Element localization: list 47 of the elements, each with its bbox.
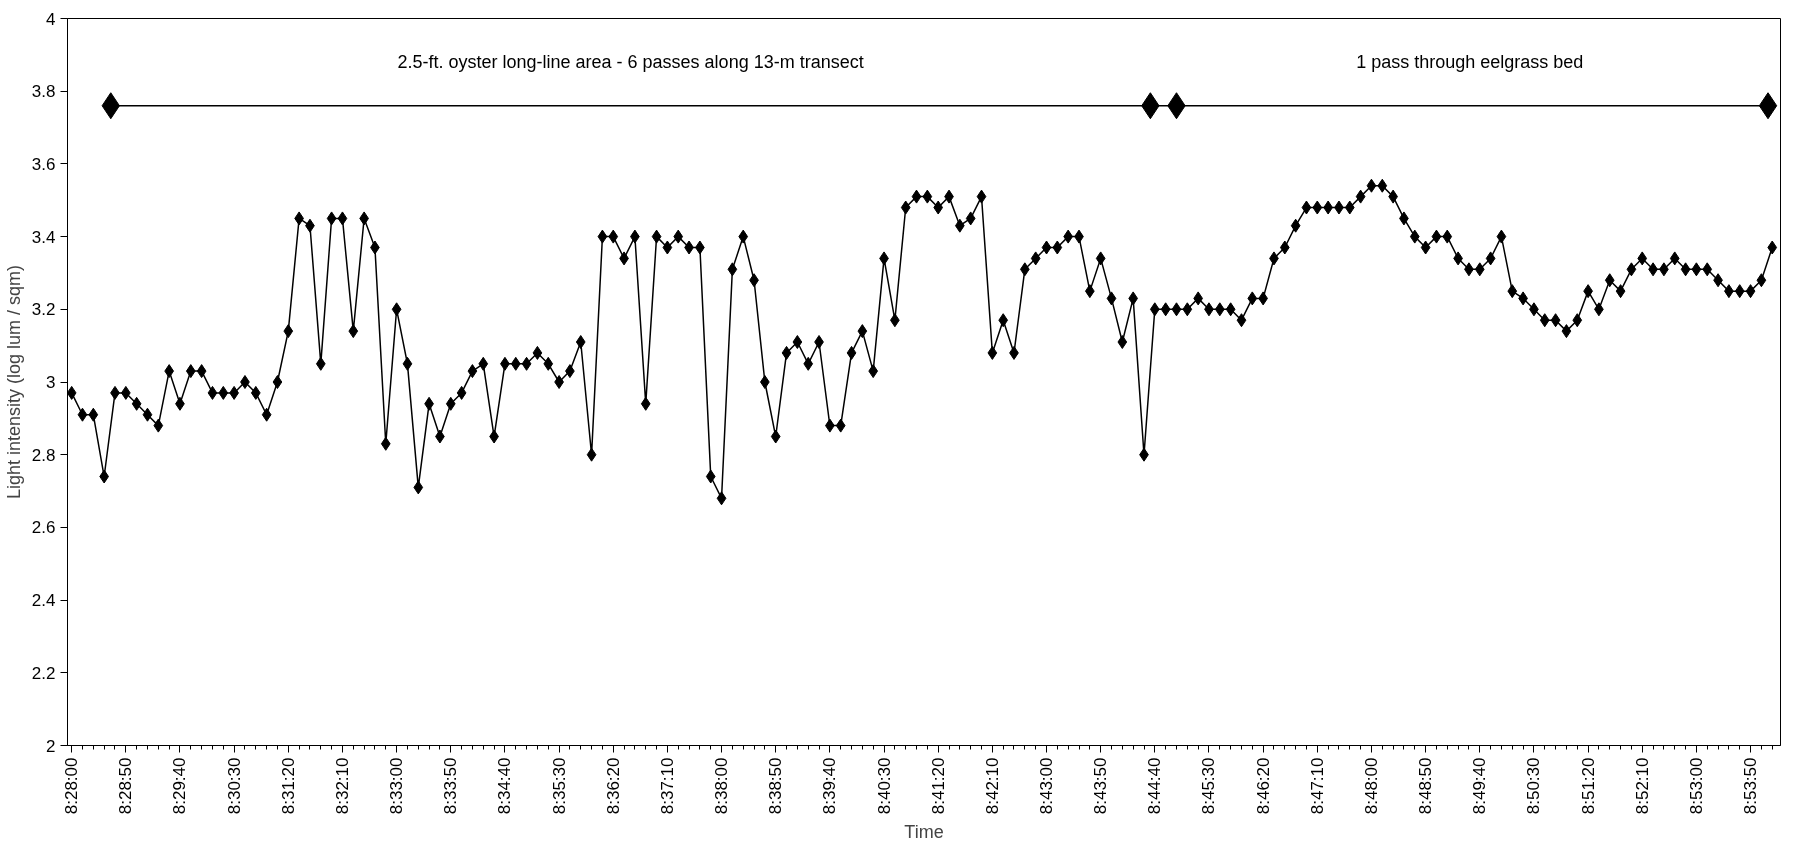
x-tick-label: 8:42:10 — [982, 757, 1002, 815]
x-tick-label: 8:48:50 — [1416, 757, 1436, 815]
x-tick-label: 8:43:50 — [1091, 757, 1111, 815]
x-tick-label: 8:32:10 — [332, 757, 352, 815]
x-tick-label: 8:30:30 — [224, 757, 244, 815]
x-tick-label: 8:29:40 — [170, 757, 190, 815]
x-tick-label: 8:46:20 — [1253, 757, 1273, 815]
x-tick-label: 8:44:40 — [1145, 757, 1165, 815]
x-axis-title: Time — [904, 822, 944, 843]
x-tick-label: 8:33:00 — [387, 757, 407, 815]
x-tick-label: 8:39:40 — [820, 757, 840, 815]
x-tick-label: 8:31:20 — [278, 757, 298, 815]
x-tick-label: 8:51:20 — [1578, 757, 1598, 815]
x-tick-label: 8:35:30 — [549, 757, 569, 815]
y-axis-title: Light intensity (log lum / sqm) — [3, 264, 24, 500]
x-tick-label: 8:52:10 — [1632, 757, 1652, 815]
x-tick-label: 8:34:40 — [495, 757, 515, 815]
y-tick-label: 3.4 — [31, 227, 56, 247]
x-tick-label: 8:53:00 — [1686, 757, 1706, 815]
annotation: 1 pass through eelgrass bed — [1356, 52, 1584, 73]
y-tick-label: 4 — [46, 9, 56, 29]
x-tick-label: 8:45:30 — [1199, 757, 1219, 815]
annotation: 2.5-ft. oyster long-line area - 6 passes along 13-m transect — [397, 52, 864, 73]
x-tick-label: 8:38:50 — [766, 757, 786, 815]
y-tick-label: 2.4 — [31, 591, 56, 611]
y-tick-label: 2.8 — [31, 445, 56, 465]
x-tick-label: 8:40:30 — [874, 757, 894, 815]
x-tick-label: 8:28:50 — [116, 757, 136, 815]
x-tick-label: 8:49:40 — [1470, 757, 1490, 815]
y-tick-label: 2.2 — [31, 663, 56, 683]
y-tick-label: 3 — [46, 373, 56, 392]
y-tick-label: 3.2 — [31, 300, 56, 320]
y-tick-label: 2.6 — [31, 518, 56, 538]
x-tick-label: 8:38:00 — [712, 757, 732, 815]
x-tick-label: 8:43:00 — [1037, 757, 1057, 815]
y-tick-label: 3.8 — [31, 82, 56, 102]
x-tick-label: 8:53:50 — [1741, 757, 1761, 815]
x-tick-label: 8:47:10 — [1307, 757, 1327, 815]
x-tick-label: 8:28:00 — [62, 757, 82, 815]
x-tick-label: 8:41:20 — [928, 757, 948, 815]
y-tick-label: 2 — [46, 736, 56, 756]
x-tick-label: 8:37:10 — [657, 757, 677, 815]
x-tick-label: 8:48:00 — [1361, 757, 1381, 815]
x-tick-label: 8:33:50 — [441, 757, 461, 815]
y-tick-label: 3.6 — [31, 154, 56, 174]
x-tick-label: 8:36:20 — [603, 757, 623, 815]
x-tick-label: 8:50:30 — [1524, 757, 1544, 815]
